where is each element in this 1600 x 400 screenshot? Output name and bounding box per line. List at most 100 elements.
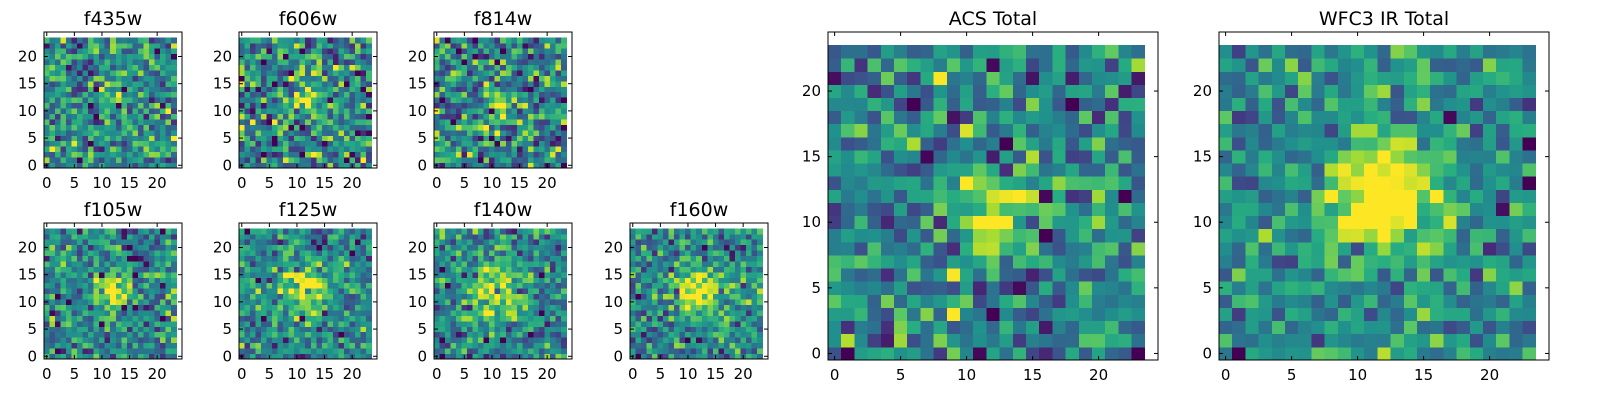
heatmap-cell (1012, 189, 1027, 203)
heatmap-cell (635, 304, 642, 311)
heatmap-cell (555, 239, 562, 246)
heatmap-cell (679, 255, 686, 262)
heatmap-cell (321, 261, 328, 267)
heatmap-cell (365, 119, 372, 125)
heatmap-cell (894, 163, 908, 177)
heatmap-cell (71, 320, 78, 327)
heatmap-cell (707, 348, 714, 354)
heatmap-cell (121, 86, 128, 93)
heatmap-cell (126, 70, 133, 76)
heatmap-cell (933, 255, 948, 269)
heatmap-cell (652, 348, 658, 354)
heatmap-cell (354, 135, 361, 142)
heatmap-cell (354, 108, 361, 114)
heatmap-cell (549, 271, 556, 278)
heatmap-cell (143, 353, 150, 360)
heatmap-cell (360, 304, 367, 311)
heatmap-cell (756, 288, 763, 295)
heatmap-cell (946, 281, 961, 295)
heatmap-cell (66, 348, 72, 354)
heatmap-cell (283, 42, 290, 49)
heatmap-cell (71, 37, 78, 44)
heatmap-cell (338, 288, 345, 295)
heatmap-cell (533, 102, 540, 109)
heatmap-cell (641, 331, 647, 338)
heatmap-cell (1078, 84, 1093, 98)
heatmap-cell (527, 266, 534, 273)
heatmap-cell (66, 299, 72, 305)
panel-title: f125w (279, 199, 338, 221)
heatmap-cell (126, 108, 133, 114)
heatmap-cell (132, 97, 139, 104)
heatmap-cell (170, 282, 177, 289)
heatmap-cell (1092, 163, 1106, 177)
heatmap-cell (920, 320, 934, 335)
x-tick-label: 0 (830, 366, 840, 384)
heatmap-cell (907, 202, 921, 217)
heatmap-cell (360, 288, 367, 295)
heatmap-cell (505, 304, 512, 311)
heatmap-cell (99, 342, 106, 349)
heatmap-cell (489, 113, 496, 120)
heatmap-cell (751, 271, 758, 278)
heatmap-cell (707, 261, 714, 267)
heatmap-cell (907, 123, 921, 138)
heatmap-cell (555, 59, 562, 66)
heatmap-cell (946, 136, 961, 151)
heatmap-cell (299, 119, 306, 125)
heatmap-cell (679, 288, 686, 295)
heatmap-cell (132, 282, 139, 289)
heatmap-cell (1496, 333, 1510, 348)
heatmap-cell (894, 189, 908, 203)
heatmap-cell (456, 348, 462, 354)
heatmap-cell (489, 48, 496, 55)
heatmap-cell (445, 310, 451, 316)
heatmap-cell (445, 293, 451, 300)
heatmap-cell (712, 326, 719, 333)
heatmap-cell (1337, 307, 1352, 322)
heatmap-cell (522, 48, 529, 55)
heatmap-cell (456, 337, 462, 344)
heatmap-cell (500, 91, 507, 98)
heatmap-cell (511, 146, 518, 153)
heatmap-cell (250, 342, 256, 349)
heatmap-cell (549, 288, 556, 295)
heatmap-cell (494, 266, 501, 273)
heatmap-cell (701, 266, 708, 273)
heatmap-cell (483, 157, 490, 163)
heatmap-cell (522, 119, 529, 125)
heatmap-cell (511, 353, 518, 360)
heatmap-cell (712, 342, 719, 349)
heatmap-cell (533, 80, 540, 87)
heatmap-cell (1483, 307, 1497, 322)
heatmap-cell (1496, 320, 1510, 335)
heatmap-cell (516, 113, 523, 120)
heatmap-cell (445, 151, 451, 158)
heatmap-cell (137, 64, 144, 71)
heatmap-cell (439, 233, 446, 240)
heatmap-cell (288, 304, 295, 311)
heatmap-cell (723, 239, 730, 246)
heatmap-cell (165, 42, 172, 49)
heatmap-cell (250, 348, 256, 354)
heatmap-cell (467, 162, 474, 169)
heatmap-cell (538, 75, 545, 82)
heatmap-cell (461, 299, 468, 305)
heatmap-cell (305, 129, 312, 136)
heatmap-cell (126, 113, 133, 120)
heatmap-cell (316, 244, 323, 251)
heatmap-cell (920, 58, 934, 72)
heatmap-cell (538, 37, 545, 44)
heatmap-cell (159, 315, 166, 322)
heatmap-cell (1337, 320, 1352, 335)
heatmap-cell (1065, 189, 1080, 203)
heatmap-cell (165, 151, 172, 158)
heatmap-cell (283, 129, 290, 136)
heatmap-cell (365, 86, 372, 93)
heatmap-cell (88, 261, 95, 267)
heatmap-cell (310, 135, 317, 142)
heatmap-cell (511, 299, 518, 305)
heatmap-cell (973, 215, 987, 230)
heatmap-cell (555, 304, 562, 311)
heatmap-cell (277, 299, 284, 305)
